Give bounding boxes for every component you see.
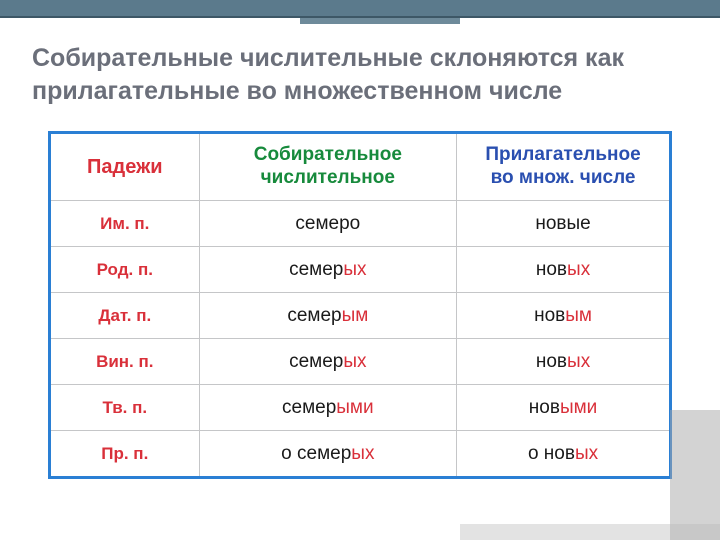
- numeral-cell: семеро: [200, 201, 458, 246]
- declension-table: Падежи Собирательное числительное Прилаг…: [48, 131, 672, 479]
- numeral-cell: о семерых: [200, 431, 458, 476]
- header-adjective: Прилагательное во множ. числе: [457, 134, 669, 200]
- case-cell: Им. п.: [51, 201, 200, 246]
- top-bar: [0, 0, 720, 18]
- table-row: Вин. п.семерыхновых: [51, 338, 669, 384]
- header-cases: Падежи: [51, 134, 200, 200]
- case-cell: Пр. п.: [51, 431, 200, 476]
- numeral-cell: семерым: [200, 293, 458, 338]
- table-row: Род. п.семерыхновых: [51, 246, 669, 292]
- shadow-decor-2: [460, 524, 720, 540]
- table-header-row: Падежи Собирательное числительное Прилаг…: [51, 134, 669, 200]
- adjective-cell: новых: [457, 339, 669, 384]
- shadow-decor: [670, 410, 720, 540]
- table-row: Дат. п.семерымновым: [51, 292, 669, 338]
- numeral-cell: семерыми: [200, 385, 458, 430]
- table-row: Тв. п.семерыминовыми: [51, 384, 669, 430]
- adjective-cell: о новых: [457, 431, 669, 476]
- numeral-cell: семерых: [200, 339, 458, 384]
- table-row: Им. п.семероновые: [51, 200, 669, 246]
- header-numeral: Собирательное числительное: [200, 134, 458, 200]
- case-cell: Род. п.: [51, 247, 200, 292]
- adjective-cell: новые: [457, 201, 669, 246]
- adjective-cell: новых: [457, 247, 669, 292]
- case-cell: Тв. п.: [51, 385, 200, 430]
- case-cell: Вин. п.: [51, 339, 200, 384]
- case-cell: Дат. п.: [51, 293, 200, 338]
- numeral-cell: семерых: [200, 247, 458, 292]
- adjective-cell: новыми: [457, 385, 669, 430]
- accent-line: [300, 18, 460, 24]
- adjective-cell: новым: [457, 293, 669, 338]
- table-row: Пр. п.о семерыхо новых: [51, 430, 669, 476]
- slide-title: Собирательные числительные склоняются ка…: [32, 42, 652, 107]
